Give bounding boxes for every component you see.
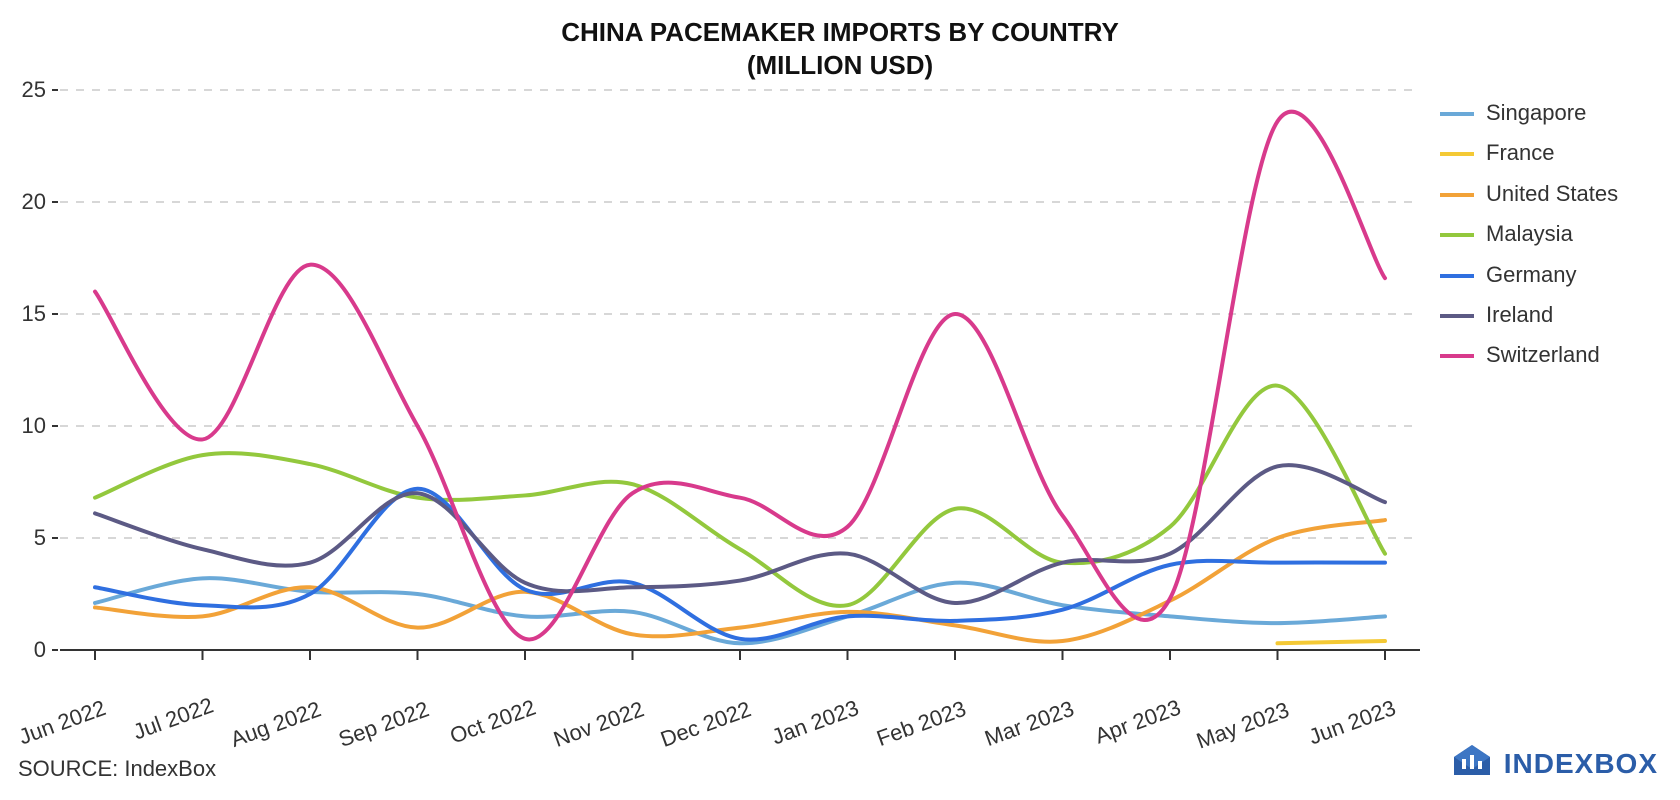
xtick-label: Sep 2022 bbox=[335, 696, 432, 753]
xtick-label: Jun 2022 bbox=[15, 695, 109, 750]
xtick-label: May 2023 bbox=[1193, 697, 1293, 754]
legend-item: Switzerland bbox=[1440, 342, 1660, 368]
xtick-label: Jul 2022 bbox=[129, 692, 216, 745]
legend-label: Ireland bbox=[1486, 302, 1553, 328]
legend-swatch bbox=[1440, 274, 1474, 278]
ytick-mark bbox=[52, 425, 58, 427]
legend-label: Singapore bbox=[1486, 100, 1586, 126]
xtick-label: Mar 2023 bbox=[981, 696, 1077, 752]
xtick-label: Jun 2023 bbox=[1305, 695, 1399, 750]
brand-icon bbox=[1450, 741, 1494, 786]
legend-swatch bbox=[1440, 193, 1474, 197]
title-line2: (MILLION USD) bbox=[747, 50, 933, 80]
xtick-label: Jan 2023 bbox=[768, 695, 862, 750]
xtick-label: Dec 2022 bbox=[657, 696, 754, 753]
legend-item: Germany bbox=[1440, 262, 1660, 288]
legend-label: Malaysia bbox=[1486, 221, 1573, 247]
legend-label: United States bbox=[1486, 181, 1618, 207]
legend-label: Germany bbox=[1486, 262, 1576, 288]
chart-svg bbox=[60, 90, 1420, 650]
legend-label: France bbox=[1486, 140, 1554, 166]
ytick-mark bbox=[52, 89, 58, 91]
legend-item: France bbox=[1440, 140, 1660, 166]
legend-swatch bbox=[1440, 112, 1474, 116]
legend: Singapore France United States Malaysia Germ… bbox=[1440, 100, 1660, 383]
xtick-label: Aug 2022 bbox=[227, 696, 324, 753]
ytick-label: 20 bbox=[0, 189, 46, 215]
legend-item: United States bbox=[1440, 181, 1660, 207]
ytick-label: 25 bbox=[0, 77, 46, 103]
legend-label: Switzerland bbox=[1486, 342, 1600, 368]
xtick-label: Oct 2022 bbox=[446, 695, 539, 750]
ytick-label: 0 bbox=[0, 637, 46, 663]
series-line bbox=[1278, 641, 1386, 643]
legend-item: Ireland bbox=[1440, 302, 1660, 328]
legend-swatch bbox=[1440, 233, 1474, 237]
xtick-label: Feb 2023 bbox=[873, 696, 969, 752]
ytick-label: 10 bbox=[0, 413, 46, 439]
brand-text: INDEXBOX bbox=[1504, 748, 1658, 780]
legend-item: Malaysia bbox=[1440, 221, 1660, 247]
title-line1: CHINA PACEMAKER IMPORTS BY COUNTRY bbox=[561, 17, 1119, 47]
brand-logo: INDEXBOX bbox=[1450, 741, 1658, 786]
chart-title: CHINA PACEMAKER IMPORTS BY COUNTRY(MILLI… bbox=[0, 0, 1680, 81]
legend-swatch bbox=[1440, 314, 1474, 318]
xtick-label: Apr 2023 bbox=[1091, 695, 1184, 750]
ytick-mark bbox=[52, 313, 58, 315]
plot-area bbox=[60, 90, 1420, 650]
ytick-mark bbox=[52, 537, 58, 539]
legend-item: Singapore bbox=[1440, 100, 1660, 126]
source-label: SOURCE: IndexBox bbox=[18, 756, 216, 782]
ytick-mark bbox=[52, 649, 58, 651]
ytick-mark bbox=[52, 201, 58, 203]
xtick-label: Nov 2022 bbox=[550, 696, 647, 753]
legend-swatch bbox=[1440, 354, 1474, 358]
ytick-label: 15 bbox=[0, 301, 46, 327]
chart-container: CHINA PACEMAKER IMPORTS BY COUNTRY(MILLI… bbox=[0, 0, 1680, 800]
legend-swatch bbox=[1440, 152, 1474, 156]
ytick-label: 5 bbox=[0, 525, 46, 551]
